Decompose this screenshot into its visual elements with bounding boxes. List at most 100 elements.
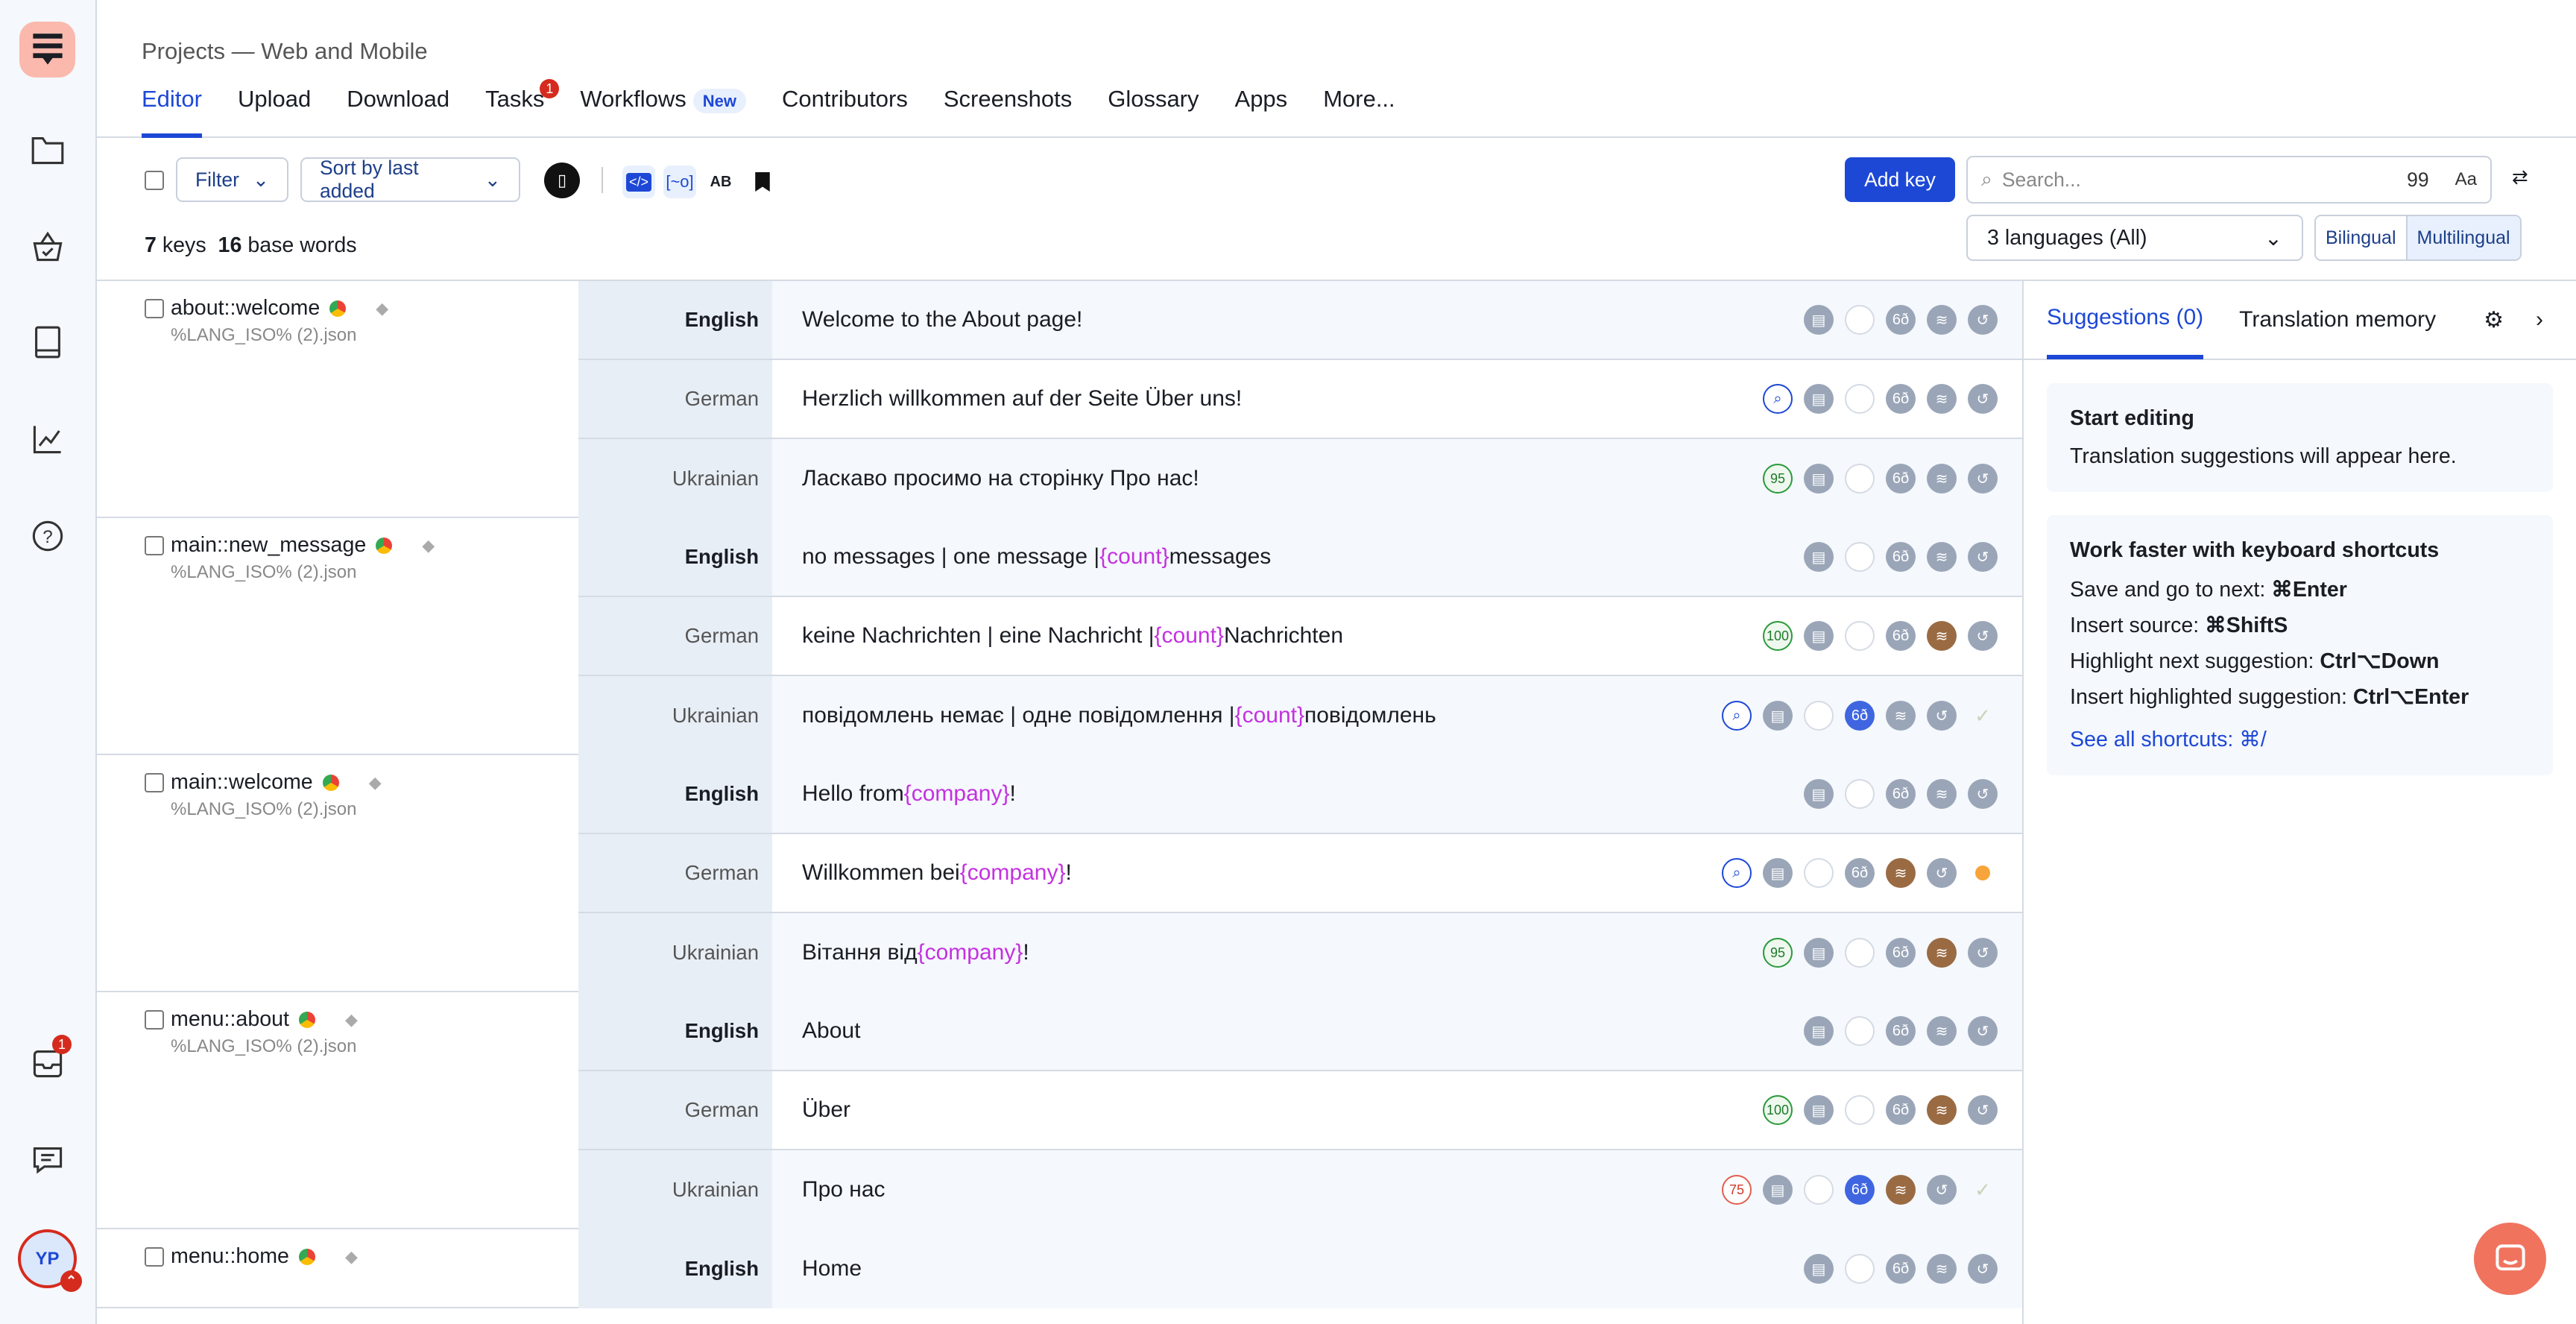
comment-icon[interactable]: ▤ [1804, 1095, 1834, 1125]
search-icon[interactable]: ⌕ [1763, 384, 1793, 414]
breadcrumb[interactable]: Projects — Web and Mobile [142, 38, 428, 64]
key-name-text[interactable]: menu::home [171, 1244, 289, 1268]
proofread-icon[interactable]: 6ð [1845, 1175, 1875, 1205]
translation-text[interactable]: Ласкаво просимо на сторінку Про нас! [772, 439, 2022, 518]
replace-icon[interactable]: ⇄ [2512, 166, 2528, 188]
comment-icon[interactable]: ▤ [1763, 701, 1793, 731]
see-all-shortcuts-link[interactable]: See all shortcuts: ⌘/ [2070, 728, 2267, 751]
history-icon[interactable]: ↺ [1968, 384, 1998, 414]
folder-icon[interactable] [26, 128, 69, 171]
history-icon[interactable]: ↺ [1968, 305, 1998, 335]
bilingual-button[interactable]: Bilingual [2326, 227, 2396, 248]
proofread-icon[interactable]: 6ð [1886, 384, 1916, 414]
proofread-icon[interactable]: 6ð [1886, 1254, 1916, 1284]
translation-text[interactable]: Über [772, 1071, 2022, 1149]
comment-icon[interactable]: ▤ [1763, 1175, 1793, 1205]
status-circle-icon[interactable] [1845, 542, 1875, 572]
comment-icon[interactable]: ▤ [1804, 464, 1834, 494]
machine-translation-icon[interactable]: ≋ [1927, 1254, 1957, 1284]
key-checkbox[interactable] [145, 772, 164, 792]
bookmark-icon[interactable] [746, 166, 779, 198]
tab-tasks[interactable]: Tasks 1 [485, 79, 560, 138]
chat-icon[interactable] [26, 1138, 69, 1181]
machine-translation-icon[interactable]: ≋ [1927, 384, 1957, 414]
comment-icon[interactable]: ▤ [1804, 542, 1834, 572]
tag-icon[interactable]: ◆ [422, 535, 435, 555]
match-score-badge[interactable]: 95 [1763, 938, 1793, 968]
machine-translation-icon[interactable]: ≋ [1886, 1175, 1916, 1205]
history-icon[interactable]: ↺ [1927, 701, 1957, 731]
exact-match-toggle[interactable]: 99 [2407, 168, 2429, 191]
machine-translation-icon[interactable]: ≋ [1886, 701, 1916, 731]
machine-translation-icon[interactable]: ≋ [1927, 938, 1957, 968]
tab-more[interactable]: More... [1323, 86, 1395, 138]
languages-dropdown[interactable]: 3 languages (All) ⌄ [1966, 215, 2303, 261]
history-icon[interactable]: ↺ [1968, 1016, 1998, 1046]
comment-icon[interactable]: ▤ [1804, 621, 1834, 651]
spellcheck-icon[interactable]: AB [710, 173, 732, 190]
help-icon[interactable]: ? [26, 514, 69, 557]
status-circle-icon[interactable] [1845, 464, 1875, 494]
search-icon[interactable]: ⌕ [1722, 701, 1752, 731]
machine-translation-icon[interactable]: ≋ [1927, 464, 1957, 494]
check-icon[interactable]: ✓ [1974, 704, 1991, 727]
machine-translation-icon[interactable]: ≋ [1927, 1016, 1957, 1046]
machine-translation-icon[interactable]: ≋ [1927, 1095, 1957, 1125]
copy-document-icon[interactable]: ▯ [544, 163, 580, 198]
select-all-checkbox[interactable] [145, 171, 164, 190]
tab-workflows[interactable]: Workflows New [580, 86, 747, 138]
proofread-icon[interactable]: 6ð [1845, 858, 1875, 888]
machine-translation-icon[interactable]: ≋ [1927, 542, 1957, 572]
status-circle-icon[interactable] [1845, 384, 1875, 414]
search-input[interactable]: ⌕ Search... 99 Aa [1966, 156, 2492, 204]
proofread-icon[interactable]: 6ð [1886, 621, 1916, 651]
match-score-badge[interactable]: 100 [1763, 1095, 1793, 1125]
proofread-icon[interactable]: 6ð [1886, 542, 1916, 572]
history-icon[interactable]: ↺ [1968, 621, 1998, 651]
history-icon[interactable]: ↺ [1968, 1254, 1998, 1284]
tag-icon[interactable]: ◆ [344, 1246, 358, 1266]
history-icon[interactable]: ↺ [1927, 1175, 1957, 1205]
match-score-badge[interactable]: 95 [1763, 464, 1793, 494]
tab-translation-memory[interactable]: Translation memory [2239, 307, 2437, 332]
add-key-button[interactable]: Add key [1845, 157, 1955, 202]
status-circle-icon[interactable] [1804, 858, 1834, 888]
tab-glossary[interactable]: Glossary [1108, 86, 1199, 138]
gear-icon[interactable]: ⚙ [2484, 307, 2504, 332]
match-score-badge[interactable]: 75 [1722, 1175, 1752, 1205]
status-circle-icon[interactable] [1845, 938, 1875, 968]
history-icon[interactable]: ↺ [1968, 779, 1998, 809]
tab-screenshots[interactable]: Screenshots [944, 86, 1072, 138]
sort-dropdown[interactable]: Sort by last added ⌄ [300, 157, 520, 202]
filter-button[interactable]: Filter ⌄ [176, 157, 289, 202]
logo-icon[interactable] [19, 22, 75, 78]
comment-icon[interactable]: ▤ [1804, 384, 1834, 414]
key-name-text[interactable]: main::welcome [171, 770, 313, 794]
machine-translation-icon[interactable]: ≋ [1927, 779, 1957, 809]
history-icon[interactable]: ↺ [1968, 464, 1998, 494]
tab-editor[interactable]: Editor [142, 86, 202, 138]
code-view-icon[interactable]: </> [622, 166, 655, 198]
proofread-icon[interactable]: 6ð [1886, 1095, 1916, 1125]
machine-translation-icon[interactable]: ≋ [1927, 305, 1957, 335]
machine-translation-icon[interactable]: ≋ [1886, 858, 1916, 888]
key-checkbox[interactable] [145, 298, 164, 318]
key-name-text[interactable]: menu::about [171, 1007, 289, 1031]
translation-text[interactable]: keine Nachrichten | eine Nachricht | {co… [772, 597, 2022, 675]
history-icon[interactable]: ↺ [1927, 858, 1957, 888]
tab-suggestions[interactable]: Suggestions (0) [2047, 280, 2204, 359]
comment-icon[interactable]: ▤ [1804, 779, 1834, 809]
proofread-icon[interactable]: 6ð [1845, 701, 1875, 731]
status-circle-icon[interactable] [1845, 305, 1875, 335]
match-score-badge[interactable]: 100 [1763, 621, 1793, 651]
basket-icon[interactable] [26, 225, 69, 268]
proofread-icon[interactable]: 6ð [1886, 938, 1916, 968]
machine-translation-icon[interactable]: ≋ [1927, 621, 1957, 651]
key-checkbox[interactable] [145, 1246, 164, 1267]
proofread-icon[interactable]: 6ð [1886, 1016, 1916, 1046]
history-icon[interactable]: ↺ [1968, 1095, 1998, 1125]
search-icon[interactable]: ⌕ [1722, 858, 1752, 888]
comment-icon[interactable]: ▤ [1804, 1254, 1834, 1284]
proofread-icon[interactable]: 6ð [1886, 464, 1916, 494]
status-circle-icon[interactable] [1845, 1095, 1875, 1125]
